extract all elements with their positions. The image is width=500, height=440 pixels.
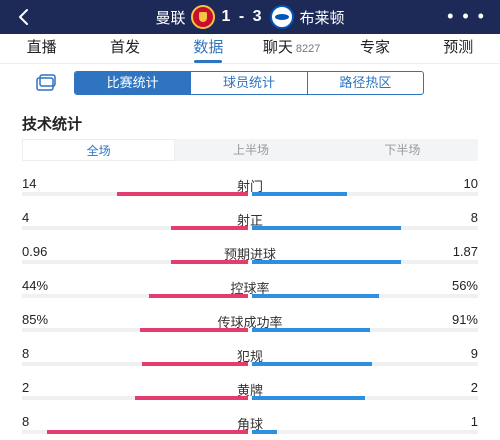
home-bar-track [22, 226, 248, 230]
home-value: 85% [22, 312, 49, 327]
away-team-name: 布莱顿 [299, 9, 345, 27]
home-bar-track [22, 260, 248, 264]
stat-name: 传球成功率 [217, 315, 283, 330]
away-team-crest-icon [269, 5, 294, 29]
home-bar-track [22, 430, 248, 434]
tab-prediction[interactable]: 预测 [443, 39, 474, 56]
away-bar-track [252, 396, 478, 400]
away-bar [252, 328, 370, 332]
home-bar-track [22, 362, 248, 366]
home-value: 44% [22, 278, 49, 293]
stat-row: 4 射正 8 [0, 206, 500, 240]
away-bar-track [252, 430, 478, 434]
home-team-crest-icon [191, 5, 216, 29]
more-menu-button[interactable]: • • • [447, 6, 486, 26]
home-value: 8 [22, 346, 30, 361]
tab-expert[interactable]: 专家 [359, 39, 390, 56]
home-bar-track [22, 328, 248, 332]
stat-name: 预期进球 [223, 247, 276, 262]
home-bar-track [22, 192, 248, 196]
away-bar [252, 362, 372, 366]
tab-data[interactable]: 数据 [167, 34, 250, 63]
home-value: 8 [22, 414, 30, 429]
stat-name: 射正 [236, 213, 263, 228]
home-value: 14 [22, 176, 37, 191]
stat-row: 44% 控球率 56% [0, 274, 500, 308]
home-bar [171, 226, 248, 230]
home-bar [135, 396, 248, 400]
stats-list: 14 射门 10 4 射正 8 0.96 预期进球 1.87 44% 控球率 5… [0, 172, 500, 440]
subtab-player-stats[interactable]: 球员统计 [190, 72, 306, 94]
home-bar [139, 328, 248, 332]
home-team-name: 曼联 [155, 9, 186, 27]
stat-name: 控球率 [230, 281, 270, 296]
away-value: 1.87 [452, 244, 478, 259]
stats-segmented-control: 比赛统计 球员统计 路径热区 [74, 71, 424, 95]
period-second-half[interactable]: 下半场 [384, 143, 421, 157]
section-title: 技术统计 [22, 116, 83, 133]
away-bar [252, 226, 402, 230]
stat-row: 2 黄牌 2 [0, 376, 500, 410]
away-bar-track [252, 192, 478, 196]
chat-count: 8227 [295, 43, 321, 55]
away-value: 10 [463, 176, 478, 191]
sub-tabs-row: 比赛统计 球员统计 路径热区 [0, 71, 500, 95]
away-value: 2 [470, 380, 478, 395]
away-bar [252, 430, 277, 434]
away-value: 8 [470, 210, 478, 225]
away-bar [252, 192, 347, 196]
home-bar [46, 430, 248, 434]
away-bar-track [252, 226, 478, 230]
stat-name: 黄牌 [236, 383, 263, 398]
away-bar [252, 294, 379, 298]
away-bar-track [252, 260, 478, 264]
stat-name: 犯规 [236, 349, 263, 364]
tab-live[interactable]: 直播 [26, 39, 57, 56]
stat-row: 0.96 预期进球 1.87 [0, 240, 500, 274]
home-value: 2 [22, 380, 30, 395]
subtab-match-stats[interactable]: 比赛统计 [75, 72, 191, 94]
period-selector: 全场 上半场 下半场 [22, 139, 478, 161]
stat-name: 射门 [236, 179, 263, 194]
away-bar-track [252, 362, 478, 366]
stat-row: 14 射门 10 [0, 172, 500, 206]
stat-row: 85% 传球成功率 91% [0, 308, 500, 342]
away-value: 9 [470, 346, 478, 361]
away-bar-track [252, 328, 478, 332]
tab-chat[interactable]: 聊天 8227 [262, 39, 321, 56]
home-bar-track [22, 294, 248, 298]
subtab-heatmap[interactable]: 路径热区 [306, 72, 423, 94]
stat-row: 8 角球 1 [0, 410, 500, 440]
away-value: 91% [451, 312, 478, 327]
home-bar [148, 294, 248, 298]
match-header: 曼联 1 - 3 布莱顿 [0, 0, 500, 34]
main-tabs: 直播 首发 数据 聊天 8227 专家 预测 [0, 34, 500, 64]
away-bar [252, 260, 402, 264]
away-bar [252, 396, 365, 400]
home-bar [116, 192, 248, 196]
layout-icon[interactable] [36, 74, 56, 92]
home-bar [141, 362, 248, 366]
stat-row: 8 犯规 9 [0, 342, 500, 376]
away-bar-track [252, 294, 478, 298]
tab-lineup[interactable]: 首发 [109, 39, 140, 56]
period-first-half[interactable]: 上半场 [232, 143, 269, 157]
period-full-match[interactable]: 全场 [22, 139, 176, 161]
home-value: 0.96 [22, 244, 48, 259]
home-bar [171, 260, 248, 264]
away-value: 1 [470, 414, 478, 429]
away-value: 56% [451, 278, 478, 293]
top-bar: 曼联 1 - 3 布莱顿 • • • [0, 0, 500, 34]
back-button[interactable] [14, 7, 34, 27]
match-score: 1 - 3 [221, 8, 264, 25]
home-bar-track [22, 396, 248, 400]
home-value: 4 [22, 210, 30, 225]
chevron-left-icon [19, 9, 28, 25]
stat-name: 角球 [236, 417, 263, 432]
